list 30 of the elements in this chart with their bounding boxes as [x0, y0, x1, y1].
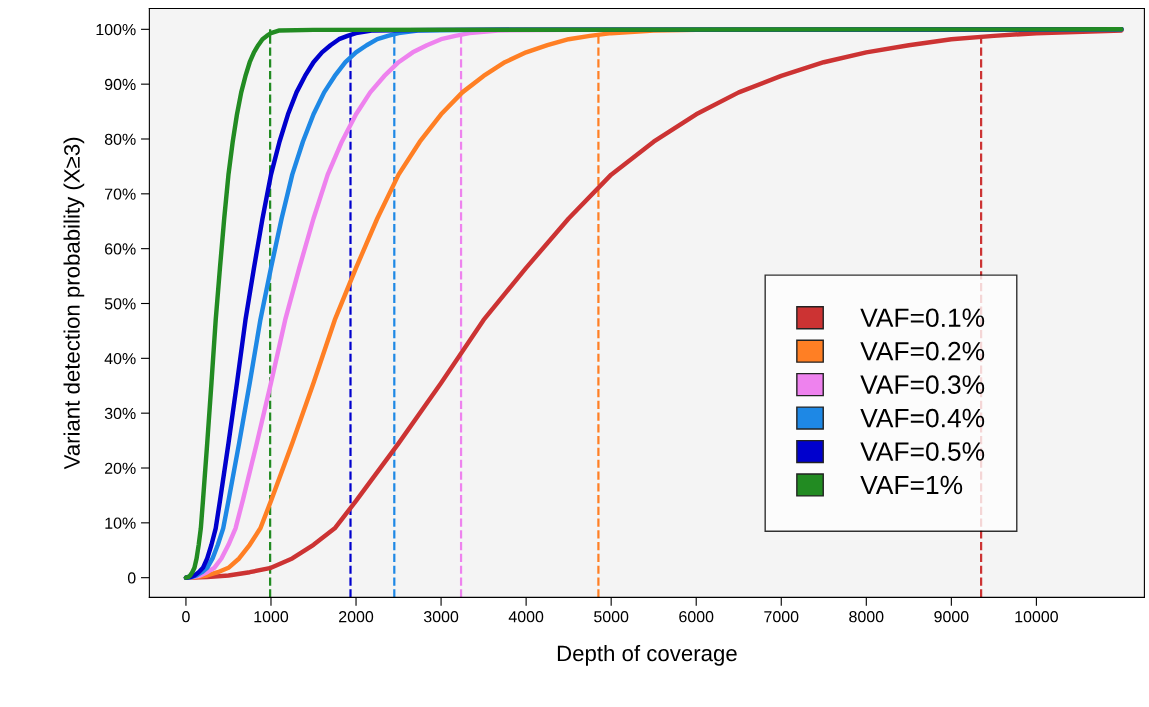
legend-label: VAF=0.2%	[860, 341, 985, 361]
x-tick-label: 4000	[508, 611, 544, 623]
x-tick-label: 8000	[849, 611, 884, 623]
x-tick-label: 0	[182, 611, 190, 623]
legend-label: VAF=0.3%	[860, 375, 985, 394]
legend-label: VAF=0.5%	[860, 442, 985, 461]
x-tick-label: 9000	[934, 611, 969, 623]
y-tick-label: 80%	[104, 133, 136, 145]
y-tick-label: 40%	[104, 352, 136, 365]
x-tick-label: 7000	[764, 611, 799, 623]
y-tick-label: 0	[127, 572, 136, 584]
y-tick-label: 100%	[96, 23, 136, 36]
x-tick-label: 6000	[679, 611, 714, 623]
x-tick-label: 3000	[423, 611, 459, 623]
x-axis-title: Depth of coverage	[557, 644, 737, 666]
x-tick-label: 1000	[254, 611, 289, 623]
y-axis-title: Variant detection probability (X≥3)	[63, 137, 85, 470]
y-tick-label: 90%	[104, 78, 136, 91]
y-tick-label: 70%	[105, 188, 136, 200]
y-tick-label: 20%	[105, 462, 136, 474]
y-tick-label: 10%	[105, 517, 136, 529]
x-tick-label: 10000	[1015, 611, 1058, 623]
legend-label: VAF=1%	[860, 475, 963, 495]
y-tick-label: 60%	[105, 243, 136, 255]
y-tick-label: 50%	[104, 298, 136, 310]
legend-label: VAF=0.1%	[860, 308, 985, 328]
y-tick-label: 30%	[104, 407, 136, 420]
x-tick-label: 5000	[594, 611, 629, 623]
legend-label: VAF=0.4%	[860, 408, 985, 428]
x-tick-label: 2000	[339, 611, 374, 623]
